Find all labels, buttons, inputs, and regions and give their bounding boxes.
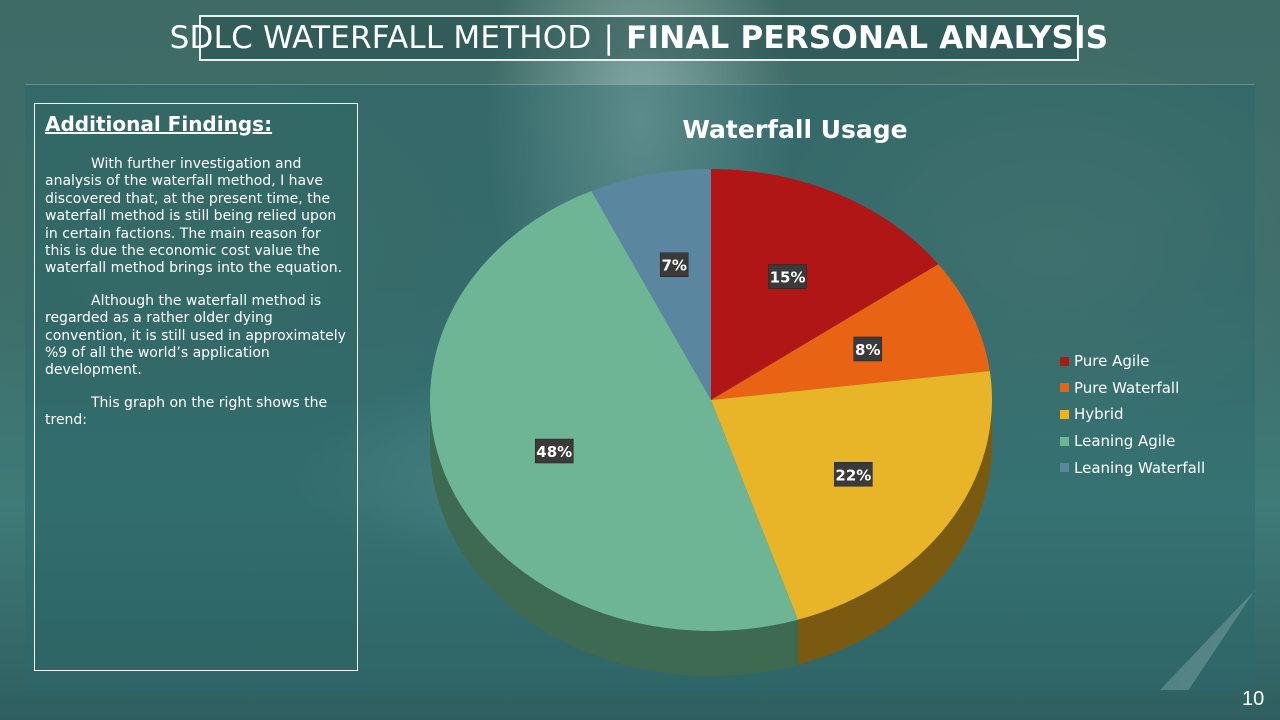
data-label-box bbox=[659, 252, 689, 277]
legend-label: Hybrid bbox=[1074, 405, 1124, 424]
legend-swatch bbox=[1060, 436, 1069, 446]
legend-label: Pure Waterfall bbox=[1074, 378, 1180, 397]
legend-swatch bbox=[1060, 409, 1069, 419]
data-label-text: 8% bbox=[855, 341, 880, 359]
page-number: 10 bbox=[1242, 688, 1265, 710]
data-label-pure-waterfall: 8% bbox=[853, 336, 883, 362]
data-label-text: 22% bbox=[835, 466, 871, 484]
legend-swatch bbox=[1060, 356, 1069, 366]
legend-item-pure-waterfall: Pure Waterfall bbox=[1060, 375, 1205, 402]
legend-label: Leaning Agile bbox=[1074, 432, 1176, 451]
findings-heading: Additional Findings: bbox=[45, 112, 273, 136]
pie-slice-pure-agile bbox=[711, 169, 939, 400]
title-light: SDLC WATERFALL METHOD bbox=[169, 20, 592, 56]
findings-paragraph-3: This graph on the right shows the trend: bbox=[45, 394, 328, 429]
data-label-box bbox=[834, 462, 873, 487]
pie-side-hybrid bbox=[797, 400, 992, 665]
legend-label: Leaning Waterfall bbox=[1074, 458, 1206, 477]
chart-legend: Pure Agile Pure Waterfall Hybrid Leaning… bbox=[1060, 348, 1205, 481]
pie-slice-leaning-agile bbox=[430, 190, 798, 631]
legend-swatch bbox=[1060, 463, 1069, 473]
title-bold: FINAL PERSONAL ANALYSIS bbox=[626, 20, 1109, 56]
data-label-box bbox=[768, 264, 807, 289]
chart-title: Waterfall Usage bbox=[682, 115, 908, 144]
findings-box: Additional Findings: With further invest… bbox=[34, 103, 358, 671]
legend-label: Pure Agile bbox=[1074, 352, 1150, 371]
legend-item-leaning-agile: Leaning Agile bbox=[1060, 428, 1205, 455]
data-label-text: 48% bbox=[536, 443, 572, 461]
data-label-pure-agile: 15% bbox=[768, 264, 807, 289]
pie-side-leaning-agile bbox=[430, 400, 798, 676]
data-label-text: 15% bbox=[770, 269, 806, 287]
data-label-hybrid: 22% bbox=[834, 462, 873, 487]
data-label-leaning-waterfall: 7% bbox=[659, 252, 689, 277]
findings-paragraph-2: Although the waterfall method is regarde… bbox=[45, 292, 346, 379]
data-label-leaning-agile: 48% bbox=[534, 438, 574, 464]
pie-slice-leaning-waterfall bbox=[591, 169, 711, 400]
legend-item-hybrid: Hybrid bbox=[1060, 401, 1205, 428]
legend-item-leaning-waterfall: Leaning Waterfall bbox=[1060, 454, 1205, 481]
data-label-box bbox=[853, 336, 883, 362]
pie-slice-hybrid bbox=[711, 371, 992, 620]
findings-paragraph-1: With further investigation and analysis … bbox=[45, 156, 343, 277]
slide-title: SDLC WATERFALL METHOD | FINAL PERSONAL A… bbox=[170, 15, 1108, 61]
pie-slice-pure-waterfall bbox=[711, 264, 990, 400]
data-label-text: 7% bbox=[661, 257, 686, 275]
legend-item-pure-agile: Pure Agile bbox=[1060, 348, 1205, 375]
data-label-box bbox=[534, 438, 574, 464]
legend-swatch bbox=[1060, 383, 1069, 393]
title-separator: | bbox=[603, 20, 615, 56]
